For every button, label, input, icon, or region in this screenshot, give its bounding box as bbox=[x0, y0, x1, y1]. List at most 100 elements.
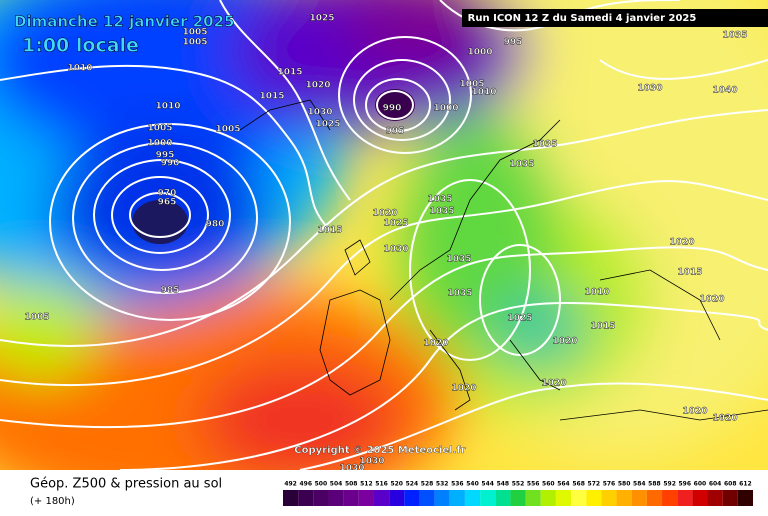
isobar-label: 995 bbox=[386, 127, 405, 137]
isobar-label: 1015 bbox=[590, 322, 615, 332]
colorbar-tick-label: 504 bbox=[330, 481, 343, 488]
isobar-label: 1035 bbox=[427, 195, 452, 205]
isobar-label: 1020 bbox=[541, 379, 566, 389]
colorbar-tick-label: 544 bbox=[481, 481, 494, 488]
colorbar-tick-label: 492 bbox=[284, 481, 297, 488]
isobar-label: 1020 bbox=[682, 407, 707, 417]
colorbar-tick-label: 524 bbox=[406, 481, 419, 488]
isobar-label: 1015 bbox=[259, 92, 284, 102]
colorbar-cell bbox=[434, 490, 450, 506]
run-info: Run ICON 12 Z du Samedi 4 janvier 2025 bbox=[468, 13, 697, 24]
isobar-label: 1040 bbox=[712, 86, 737, 96]
isobar-label: 1000 bbox=[147, 139, 172, 149]
footer-title: Géop. Z500 & pression au sol bbox=[30, 477, 222, 492]
colorbar-cell bbox=[722, 490, 738, 506]
colorbar-tick-label: 532 bbox=[436, 481, 449, 488]
colorbar-tick-label: 500 bbox=[315, 481, 328, 488]
colorbar-tick-label: 564 bbox=[557, 481, 570, 488]
isobar-label: 1035 bbox=[509, 160, 534, 170]
colorbar-tick-label: 556 bbox=[527, 481, 540, 488]
colorbar-tick-label: 516 bbox=[375, 481, 388, 488]
isobar-label: 1025 bbox=[383, 219, 408, 229]
colorbar-tick-label: 580 bbox=[618, 481, 631, 488]
isobar-label: 1005 bbox=[459, 80, 484, 90]
colorbar-cell bbox=[677, 490, 693, 506]
colorbar-tick-label: 584 bbox=[633, 481, 646, 488]
isobar-label: 1010 bbox=[584, 288, 609, 298]
colorbar-tick-label: 592 bbox=[663, 481, 676, 488]
colorbar-cell bbox=[737, 490, 753, 506]
map-title: Dimanche 12 janvier 2025 bbox=[14, 13, 235, 31]
isobar-label: 970 bbox=[158, 189, 177, 199]
isobar-label: 1030 bbox=[307, 108, 332, 118]
colorbar-cell bbox=[389, 490, 405, 506]
colorbar-tick-label: 512 bbox=[360, 481, 373, 488]
colorbar-cell bbox=[328, 490, 344, 506]
colorbar-cell bbox=[707, 490, 723, 506]
isobar-label: 1020 bbox=[423, 339, 448, 349]
colorbar-cell bbox=[495, 490, 511, 506]
colorbar-cell bbox=[480, 490, 496, 506]
isobar-label: 1035 bbox=[447, 289, 472, 299]
colorbar-tick-label: 576 bbox=[603, 481, 616, 488]
colorbar-cell bbox=[662, 490, 678, 506]
colorbar-cell bbox=[283, 490, 299, 506]
low-core bbox=[375, 89, 415, 121]
isobar-label: 1020 bbox=[669, 238, 694, 248]
colorbar-tick-label: 596 bbox=[679, 481, 692, 488]
isobar-label: 1010 bbox=[471, 88, 496, 98]
colorbar-cell bbox=[555, 490, 572, 506]
isobar-label: 1020 bbox=[552, 337, 577, 347]
colorbar-cell bbox=[631, 490, 647, 506]
isobar-label: 990 bbox=[383, 104, 402, 114]
isobar-label: 995 bbox=[156, 151, 175, 161]
colorbar-cell bbox=[540, 490, 556, 506]
colorbar-cell bbox=[449, 490, 465, 506]
isobar-label: 1035 bbox=[446, 255, 471, 265]
colorbar-tick-label: 536 bbox=[451, 481, 464, 488]
isobar-label: 1035 bbox=[722, 31, 747, 41]
isobar-label: 1025 bbox=[507, 314, 532, 324]
colorbar-tick-label: 496 bbox=[299, 481, 312, 488]
isobar-label: 1030 bbox=[359, 457, 384, 467]
colorbar-cell bbox=[358, 490, 374, 506]
colorbar-tick-label: 608 bbox=[724, 481, 737, 488]
colorbar-tick-label: 528 bbox=[421, 481, 434, 488]
isobar-label: 1000 bbox=[433, 104, 458, 114]
colorbar-tick-label: 588 bbox=[648, 481, 661, 488]
colorbar-cell bbox=[601, 490, 617, 506]
colorbar-tick-label: 540 bbox=[466, 481, 479, 488]
isobar-label: 1020 bbox=[451, 384, 476, 394]
colorbar-cell bbox=[510, 490, 526, 506]
run-banner bbox=[462, 9, 768, 27]
isobar-label: 965 bbox=[158, 198, 177, 208]
isobar-label: 1030 bbox=[637, 84, 662, 94]
isobar-label: 1005 bbox=[215, 125, 240, 135]
coastlines bbox=[239, 99, 768, 421]
isobar-labels: 1005100510101010100510009959909709659809… bbox=[24, 13, 747, 474]
colorbar-tick-label: 572 bbox=[588, 481, 601, 488]
isobar-label: 1020 bbox=[712, 414, 737, 424]
isobar-label: 1030 bbox=[339, 464, 364, 474]
colorbar-tick-label: 548 bbox=[497, 481, 510, 488]
isobar-label: 1035 bbox=[532, 140, 557, 150]
isobar-label: 985 bbox=[161, 286, 180, 296]
colorbar-cell bbox=[692, 490, 708, 506]
isobar-label: 1005 bbox=[182, 28, 207, 38]
low-core bbox=[132, 200, 188, 244]
isobars bbox=[0, 0, 768, 470]
footer-subtitle: (+ 180h) bbox=[30, 496, 75, 507]
isobar-label: 1020 bbox=[699, 295, 724, 305]
colorbar-tick-label: 604 bbox=[709, 481, 722, 488]
isobar-label: 995 bbox=[504, 38, 523, 48]
isobar-label: 980 bbox=[206, 220, 225, 230]
isobar-label: 1005 bbox=[182, 38, 207, 48]
colorbar-tick-label: 552 bbox=[512, 481, 525, 488]
isobar-label: 1015 bbox=[317, 226, 342, 236]
isobar-label: 990 bbox=[161, 159, 180, 169]
colorbar-cell bbox=[343, 490, 359, 506]
isobar-label: 1000 bbox=[467, 48, 492, 58]
isobar-label: 1005 bbox=[24, 313, 49, 323]
